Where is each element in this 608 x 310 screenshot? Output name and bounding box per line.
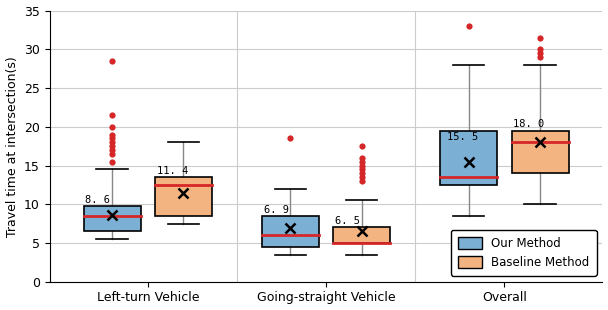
- Text: 8. 6: 8. 6: [85, 195, 111, 205]
- Text: 11. 4: 11. 4: [157, 166, 188, 176]
- Bar: [511, 131, 568, 173]
- Bar: [155, 177, 212, 216]
- Text: 6. 5: 6. 5: [335, 216, 360, 226]
- Bar: [440, 131, 497, 185]
- Bar: [83, 206, 140, 231]
- Legend: Our Method, Baseline Method: Our Method, Baseline Method: [451, 230, 596, 276]
- Text: 18. 0: 18. 0: [513, 119, 545, 130]
- Text: 15. 5: 15. 5: [447, 132, 478, 142]
- Bar: [333, 228, 390, 243]
- Bar: [262, 216, 319, 247]
- Y-axis label: Travel time at intersection(s): Travel time at intersection(s): [5, 56, 19, 237]
- Text: 6. 9: 6. 9: [264, 205, 289, 215]
